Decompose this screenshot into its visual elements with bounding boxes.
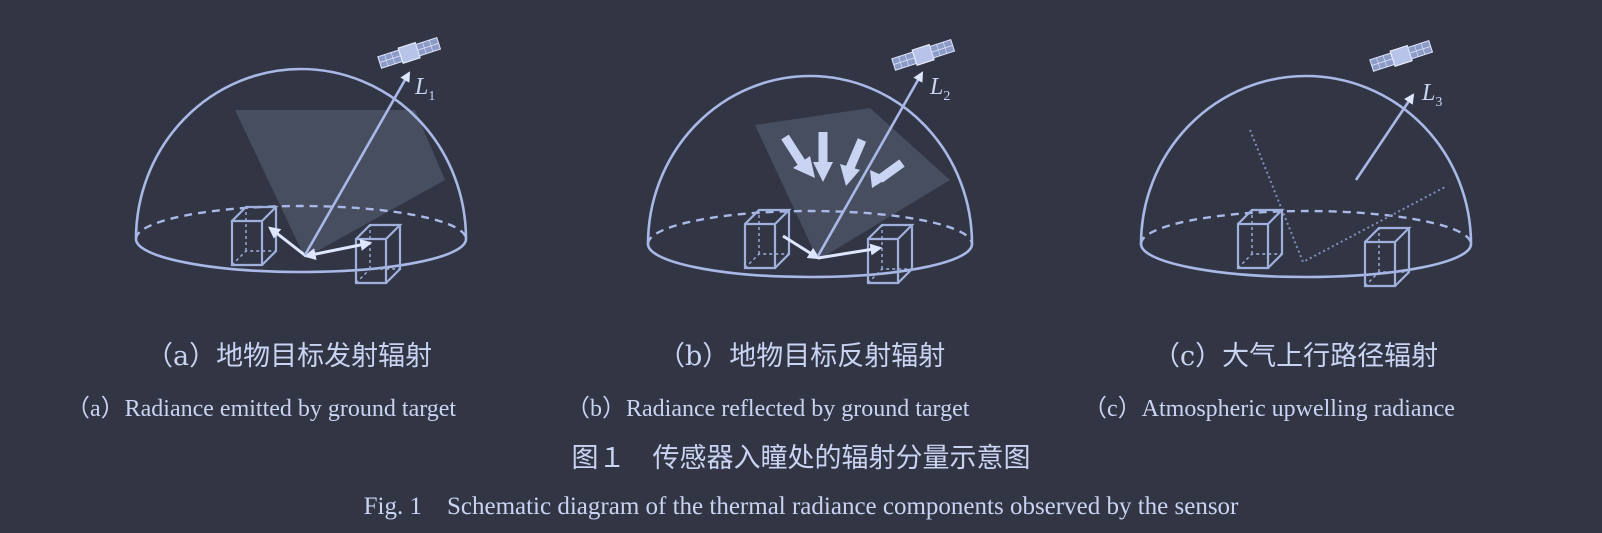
- radiance-arrow-l1: [303, 71, 411, 256]
- caption-b-zh: （b）地物目标反射辐射: [658, 341, 946, 372]
- dome-top: [646, 74, 974, 245]
- figure-title-zh: 图１ 传感器入瞳处的辐射分量示意图: [571, 443, 1031, 474]
- caption-a-en: （a）Radiance emitted by ground target: [66, 396, 457, 422]
- dome-top: [134, 67, 468, 240]
- dome-base-back: [134, 204, 468, 240]
- radiance-arrow-l2: [816, 71, 924, 257]
- label-l1: L1: [414, 74, 435, 104]
- satellite-icon: [376, 35, 442, 71]
- reflection-arrow: [817, 243, 883, 260]
- caption-c-zh: （c）大气上行路径辐射: [1153, 341, 1439, 372]
- dome-top: [1139, 74, 1473, 245]
- caption-b-en: （b）Radiance reflected by ground target: [566, 396, 970, 422]
- ground-target-box: [230, 205, 278, 267]
- reflection-arrow: [782, 234, 821, 260]
- dome-base-back: [646, 209, 974, 245]
- ground-target-box: [354, 223, 402, 285]
- radiance-arrow-l3: [1354, 93, 1415, 181]
- label-l2: L2: [929, 74, 950, 104]
- reflection-cone: [755, 108, 950, 260]
- dome-base-front: [1139, 243, 1473, 279]
- ground-target-box: [743, 208, 791, 270]
- panel-b-diagram: L2: [646, 37, 974, 285]
- figure-title-en: Fig. 1 Schematic diagram of the thermal …: [363, 493, 1239, 520]
- emission-arrow: [303, 239, 373, 260]
- atmospheric-path: [1249, 129, 1446, 264]
- emission-arrow: [268, 226, 307, 258]
- satellite-icon: [890, 37, 956, 73]
- satellite-icon: [1368, 38, 1434, 74]
- dome-base-front: [646, 243, 974, 279]
- emission-cone: [235, 110, 445, 258]
- label-l3: L3: [1421, 80, 1442, 110]
- ground-target-box: [1236, 208, 1284, 270]
- panel-c-diagram: L3: [1139, 38, 1473, 288]
- panel-a-diagram: L1: [134, 35, 468, 285]
- ground-target-box: [1363, 226, 1411, 288]
- dome-base-front: [134, 238, 468, 274]
- caption-a-zh: （a）地物目标发射辐射: [146, 341, 433, 372]
- caption-c-en: （c）Atmospheric upwelling radiance: [1083, 396, 1455, 422]
- dome-base-back: [1139, 209, 1473, 245]
